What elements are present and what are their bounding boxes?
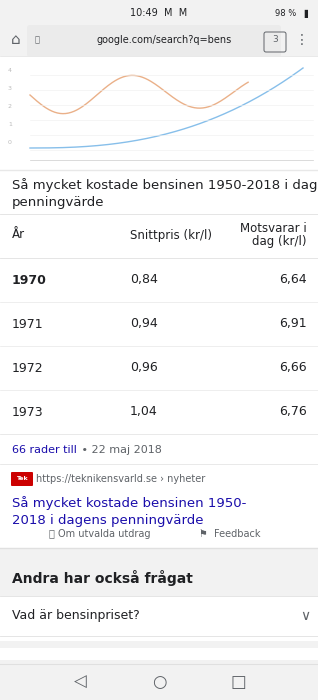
Text: Motsvarar i: Motsvarar i bbox=[240, 221, 307, 234]
Text: 66 rader till: 66 rader till bbox=[12, 445, 77, 455]
Bar bbox=[0, 596, 318, 641]
Text: ❓ Om utvalda utdrag: ❓ Om utvalda utdrag bbox=[49, 529, 151, 539]
FancyBboxPatch shape bbox=[27, 25, 281, 57]
Text: ⋮: ⋮ bbox=[295, 33, 309, 47]
Text: 6,91: 6,91 bbox=[280, 318, 307, 330]
Text: 1970: 1970 bbox=[12, 274, 47, 286]
FancyBboxPatch shape bbox=[11, 472, 33, 486]
Text: Så mycket kostade bensinen 1950-2018 i dagens
penningvärde: Så mycket kostade bensinen 1950-2018 i d… bbox=[12, 178, 318, 209]
Text: 3: 3 bbox=[272, 36, 278, 45]
Text: 1972: 1972 bbox=[12, 361, 44, 374]
Bar bbox=[0, 0, 318, 24]
Text: 10:49  M  M: 10:49 M M bbox=[130, 8, 188, 18]
Text: 2: 2 bbox=[8, 104, 12, 108]
Text: ⚑  Feedback: ⚑ Feedback bbox=[199, 529, 261, 539]
Text: ○: ○ bbox=[152, 673, 166, 691]
Text: 0,96: 0,96 bbox=[130, 361, 158, 374]
Text: År: År bbox=[12, 228, 25, 242]
Text: 6,66: 6,66 bbox=[280, 361, 307, 374]
Text: 🔒: 🔒 bbox=[35, 36, 40, 45]
Text: 98 %  ▐: 98 % ▐ bbox=[275, 8, 308, 18]
Text: dag (kr/l): dag (kr/l) bbox=[252, 235, 307, 248]
Text: 6,64: 6,64 bbox=[280, 274, 307, 286]
Text: □: □ bbox=[230, 673, 246, 691]
Text: Tek: Tek bbox=[16, 477, 28, 482]
Text: ∨: ∨ bbox=[300, 609, 310, 623]
Text: 1973: 1973 bbox=[12, 405, 44, 419]
Text: 1: 1 bbox=[8, 122, 12, 127]
Text: Andra har också frågat: Andra har också frågat bbox=[12, 570, 193, 586]
Text: 6,76: 6,76 bbox=[279, 405, 307, 419]
Text: 0,94: 0,94 bbox=[130, 318, 158, 330]
Text: https://teknikensvarld.se › nyheter: https://teknikensvarld.se › nyheter bbox=[36, 474, 205, 484]
Text: • 22 maj 2018: • 22 maj 2018 bbox=[78, 445, 162, 455]
Text: 0,84: 0,84 bbox=[130, 274, 158, 286]
Bar bbox=[0, 56, 318, 170]
Bar bbox=[0, 170, 318, 660]
Text: 4: 4 bbox=[8, 67, 12, 73]
Bar bbox=[0, 24, 318, 56]
Text: ⌂: ⌂ bbox=[11, 32, 21, 48]
Text: 1971: 1971 bbox=[12, 318, 44, 330]
Text: Snittpris (kr/l): Snittpris (kr/l) bbox=[130, 228, 212, 242]
Text: 3: 3 bbox=[8, 85, 12, 90]
Bar bbox=[0, 664, 318, 700]
Bar bbox=[0, 548, 318, 648]
Text: ◁: ◁ bbox=[74, 673, 86, 691]
Text: google.com/search?q=bens: google.com/search?q=bens bbox=[96, 35, 232, 45]
Text: Vad är bensinpriset?: Vad är bensinpriset? bbox=[12, 610, 140, 622]
Text: 0: 0 bbox=[8, 139, 12, 144]
Text: Så mycket kostade bensinen 1950-
2018 i dagens penningvärde: Så mycket kostade bensinen 1950- 2018 i … bbox=[12, 496, 246, 527]
Text: 1,04: 1,04 bbox=[130, 405, 158, 419]
